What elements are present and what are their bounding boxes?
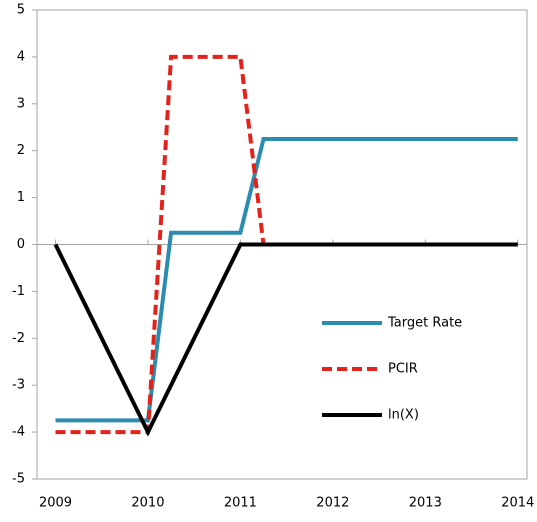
- y-tick-label: -3: [12, 378, 25, 393]
- y-tick-label: -4: [12, 425, 25, 440]
- legend-label: ln(X): [388, 408, 419, 423]
- y-tick-label: 5: [17, 3, 25, 18]
- y-tick-label: -5: [12, 472, 25, 487]
- y-tick-label: 1: [17, 190, 25, 205]
- x-tick-label: 2010: [131, 496, 164, 511]
- x-tick-label: 2014: [501, 496, 534, 511]
- legend-label: PCIR: [388, 362, 418, 377]
- series-line: [55, 136, 518, 423]
- x-tick-label: 2009: [39, 496, 72, 511]
- y-tick-label: 3: [17, 96, 25, 111]
- y-tick-label: -2: [12, 331, 25, 346]
- y-tick-label: 4: [17, 49, 25, 64]
- x-tick-label: 2012: [316, 496, 349, 511]
- x-tick-label: 2013: [409, 496, 442, 511]
- y-tick-label: 0: [17, 237, 25, 252]
- x-tick-label: 2011: [224, 496, 257, 511]
- y-tick-label: 2: [17, 143, 25, 158]
- y-tick-label: -1: [12, 284, 25, 299]
- series-line: [53, 242, 518, 437]
- legend-label: Target Rate: [387, 316, 462, 331]
